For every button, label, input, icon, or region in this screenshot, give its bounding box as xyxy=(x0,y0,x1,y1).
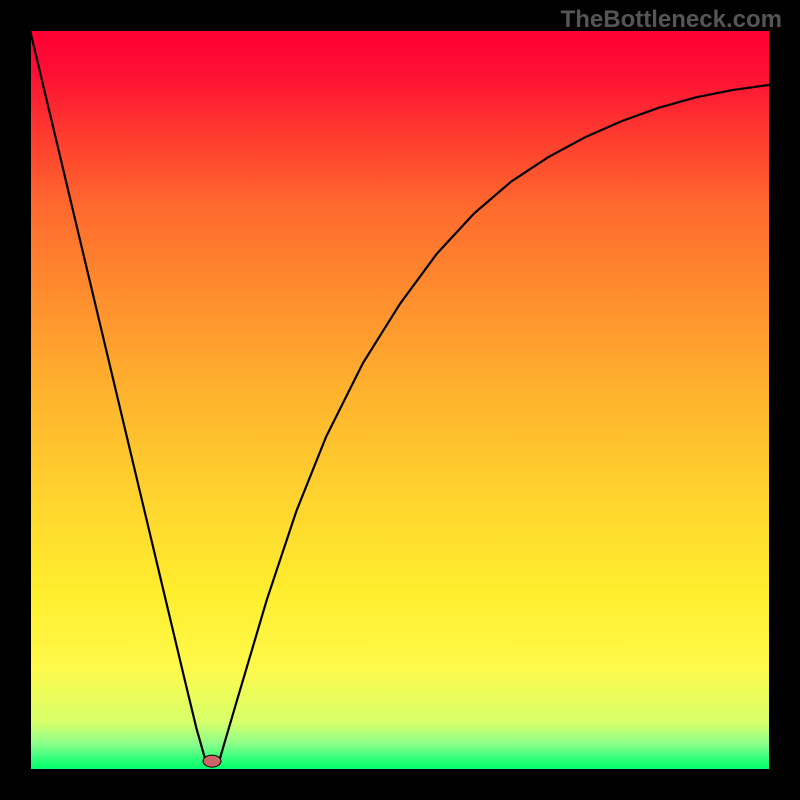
chart-container: TheBottleneck.com xyxy=(0,0,800,800)
chart-svg xyxy=(0,0,800,800)
min-marker xyxy=(203,755,221,767)
